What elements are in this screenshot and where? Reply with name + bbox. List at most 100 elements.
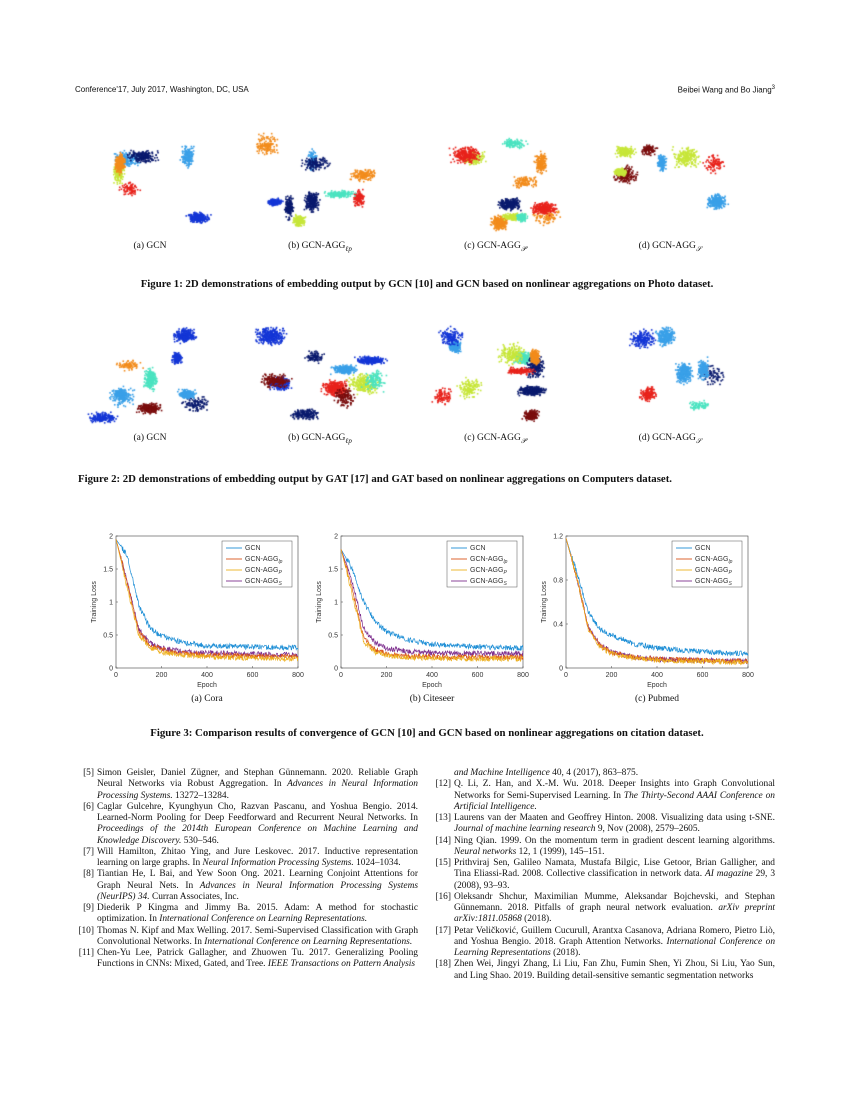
x-tick-label: 600	[697, 672, 709, 679]
legend-entry-subscript: lp	[728, 559, 732, 565]
y-axis-label: Training Loss	[91, 581, 98, 623]
legend-entry-name: GCN	[245, 545, 261, 552]
y-tick-label: 0.5	[328, 633, 338, 640]
subfigure-label: (a) GCN	[133, 241, 167, 251]
legend-entry: GCN	[695, 545, 711, 552]
tsne-embedding-plot	[420, 320, 570, 430]
reference-text: Journal of machine learning research	[454, 824, 596, 835]
reference-number: [9]	[83, 903, 94, 913]
y-tick-label: 0	[334, 666, 338, 673]
reference-number: [18]	[435, 959, 451, 970]
subfigure-subscript: ℓp	[345, 244, 352, 253]
x-axis-label: Epoch	[422, 682, 442, 689]
reference-text: Simon Geisler, Daniel Zügner, and Stepha…	[97, 768, 418, 790]
x-tick-label: 200	[606, 672, 618, 679]
legend-entry: GCN-AGGS	[695, 578, 732, 587]
running-header-left: Conference'17, July 2017, Washington, DC…	[75, 85, 249, 94]
legend-entry: GCN-AGGP	[245, 567, 282, 576]
reference-text: Advances in Neural Information Processin…	[97, 779, 418, 801]
reference-number: [16]	[435, 891, 451, 902]
legend-entry-name: GCN-AGG	[245, 578, 278, 585]
figure-3-caption: Figure 3: Comparison results of converge…	[150, 727, 704, 739]
reference-text: Zhen Wei, Jingyi Zhang, Li Liu, Fan Zhu,…	[454, 959, 775, 981]
y-tick-label: 1.2	[553, 534, 563, 541]
y-tick-label: 0	[109, 666, 113, 673]
loss-series-line	[565, 538, 749, 657]
y-tick-label: 1	[334, 600, 338, 607]
reference-number: [17]	[435, 925, 451, 936]
x-tick-label: 600	[472, 672, 484, 679]
reference-text: Will Hamilton, Zhitao Ying, and Jure Les…	[97, 846, 418, 868]
legend-entry-name: GCN-AGG	[245, 556, 278, 563]
subfigure-label: (d) GCN-AGG	[638, 241, 696, 251]
reference-text: Neural Information Processing Systems.	[202, 858, 354, 868]
x-tick-label: 400	[426, 672, 438, 679]
reference-item: [14] Ning Qian. 1999. On the momentum ter…	[433, 836, 775, 859]
reference-item: [6] Caglar Gulcehre, Kyunghyun Cho, Razva…	[76, 802, 418, 847]
subfigure-caption: (c) GCN-AGG𝒫	[410, 433, 580, 446]
reference-text: Proceedings of the 2014th European Confe…	[97, 824, 418, 846]
legend-entry-name: GCN	[470, 545, 486, 552]
legend-entry-name: GCN-AGG	[470, 567, 503, 574]
x-tick-label: 800	[292, 672, 304, 679]
legend-box	[446, 540, 518, 588]
reference-text: AI magazine	[704, 869, 753, 880]
subfigure-caption: (b) GCN-AGGℓp	[235, 433, 405, 445]
tsne-embedding-plot	[595, 320, 745, 430]
subfigure-label: (a) GCN	[133, 433, 167, 443]
x-tick-label: 0	[339, 672, 343, 679]
legend-entry-subscript: S	[503, 581, 507, 587]
subfigure-caption: (d) GCN-AGG𝒮	[585, 241, 755, 254]
reference-number: [15]	[435, 858, 451, 868]
tsne-embedding-plot	[245, 128, 395, 238]
loss-series-line	[115, 539, 299, 660]
legend-entry-name: GCN	[695, 545, 711, 552]
header-authors: Beibei Wang and Bo Jiang	[677, 85, 772, 95]
subfigure-caption: (d) GCN-AGG𝒮	[585, 433, 755, 446]
subfigure-caption: (a) GCN	[65, 433, 235, 445]
reference-text: Tiantian He, L Bai, and Yew Soon Ong. 20…	[97, 869, 418, 891]
subfigure-subscript: 𝒮	[695, 436, 702, 445]
subfigure-subscript: 𝒮	[695, 244, 702, 253]
reference-number: [6]	[83, 801, 94, 812]
reference-number: [12]	[435, 779, 451, 790]
subfigure-label: (d) GCN-AGG	[638, 433, 696, 443]
reference-item: [7] Will Hamilton, Zhitao Ying, and Jure …	[76, 847, 418, 870]
x-axis-label: Epoch	[647, 682, 667, 689]
header-sup: 3	[771, 85, 775, 91]
subfigure-subscript: 𝒫	[520, 436, 526, 445]
subfigure-caption: (c) GCN-AGG𝒫	[410, 241, 580, 254]
y-tick-label: 0.5	[103, 633, 113, 640]
reference-text: and Machine Intelligence	[454, 768, 550, 778]
reference-text: Laurens van der Maaten and Geoffrey Hint…	[454, 813, 775, 823]
reference-text: Curran Associates, Inc.	[149, 891, 239, 902]
y-tick-label: 1.5	[328, 567, 338, 574]
reference-item: [8] Tiantian He, L Bai, and Yew Soon Ong.…	[76, 869, 418, 903]
subfigure-caption: (a) Cora	[191, 694, 223, 704]
tsne-embedding-plot	[420, 128, 570, 238]
y-tick-label: 1.5	[103, 567, 113, 574]
legend-entry: GCN-AGGlp	[695, 556, 733, 565]
reference-item: [18] Zhen Wei, Jingyi Zhang, Li Liu, Fan …	[433, 959, 775, 982]
y-axis-label: Training Loss	[541, 581, 548, 623]
references-right-column: and Machine Intelligence 40, 4 (2017), 8…	[433, 768, 775, 982]
reference-number: [5]	[83, 768, 94, 778]
subfigure-label: (b) GCN-AGG	[288, 241, 346, 251]
x-tick-label: 200	[381, 672, 393, 679]
legend-entry: GCN	[245, 545, 261, 552]
reference-text: arXiv preprint arXiv:1811.05868	[454, 903, 775, 925]
x-tick-label: 800	[517, 672, 529, 679]
y-tick-label: 0	[559, 666, 563, 673]
references-left-column: [5] Simon Geisler, Daniel Zügner, and Ste…	[76, 768, 418, 971]
reference-text: Neural networks	[454, 846, 517, 857]
reference-text: International Conference on Learning Rep…	[454, 936, 776, 958]
reference-text: IEEE Transactions on Pattern Analysis	[267, 959, 416, 970]
legend-entry-name: GCN-AGG	[695, 578, 728, 585]
reference-text: Q. Li, Z. Han, and X.-M. Wu. 2018. Deepe…	[454, 779, 775, 801]
y-tick-label: 0.4	[553, 622, 563, 629]
reference-text: 1024–1034.	[353, 858, 401, 868]
figure-2-caption: Figure 2: 2D demonstrations of embedding…	[78, 473, 672, 485]
reference-text: International Conference on Learning Rep…	[204, 936, 413, 947]
